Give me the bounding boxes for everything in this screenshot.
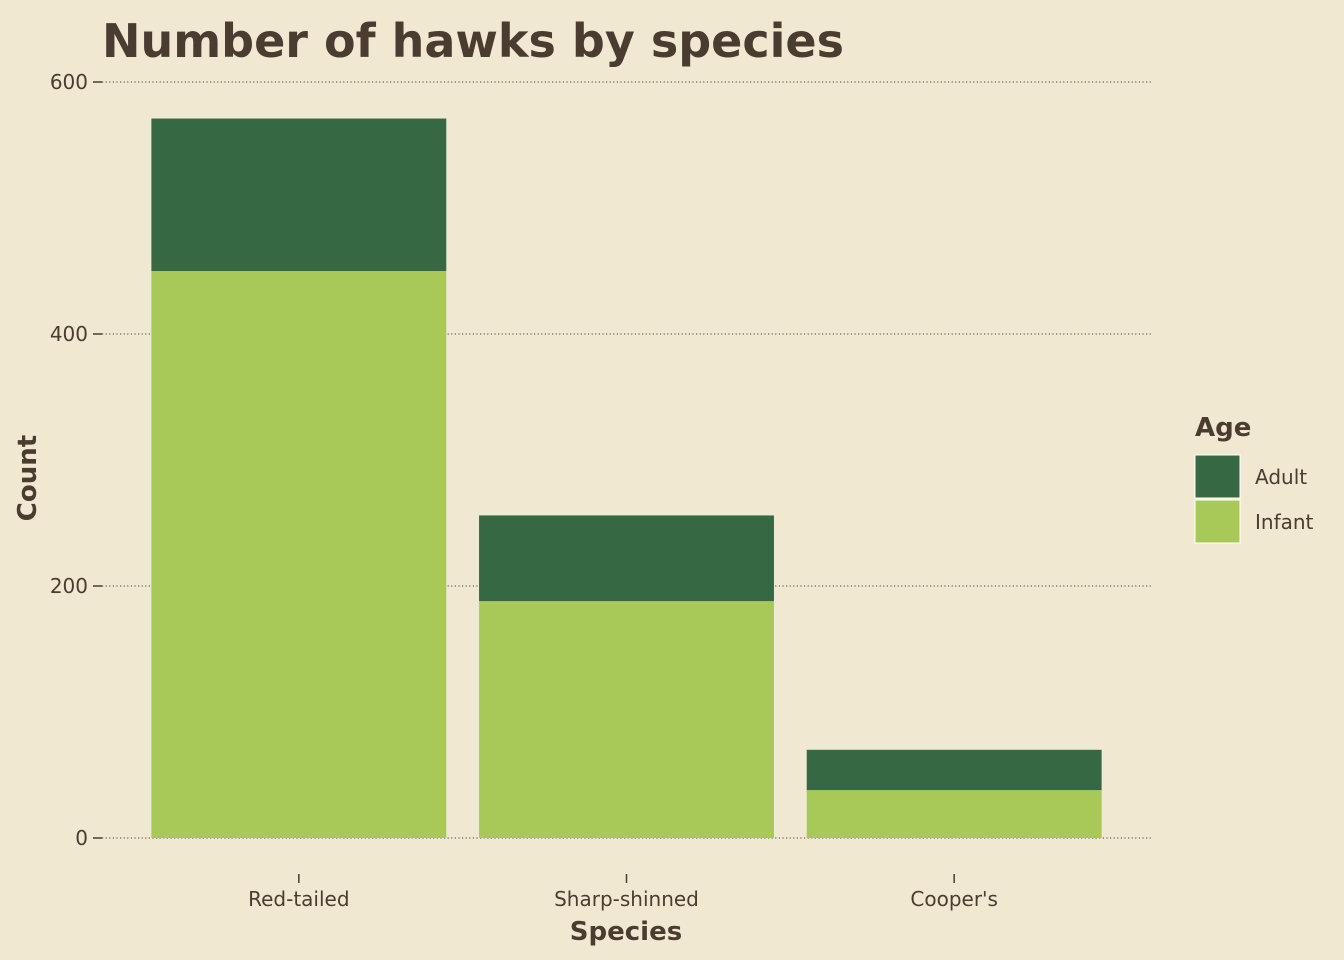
chart-title: Number of hawks by species	[102, 14, 844, 68]
legend-label-adult: Adult	[1255, 465, 1307, 489]
y-tick-label: 600	[50, 70, 88, 94]
y-axis: 0 200 400 600	[50, 70, 102, 850]
x-axis: Red-tailed Sharp-shinned Cooper's	[248, 874, 998, 911]
bar-infant-2	[806, 790, 1102, 838]
bar-infant-1	[479, 601, 774, 838]
x-tick-label: Red-tailed	[248, 887, 349, 911]
x-tick-label: Cooper's	[910, 887, 998, 911]
legend-title: Age	[1195, 413, 1251, 443]
bar-adult-0	[151, 118, 447, 271]
legend: Age Adult Infant	[1194, 413, 1314, 544]
y-tick-label: 200	[50, 574, 88, 598]
bar-infant-0	[151, 271, 447, 838]
y-tick-label: 400	[50, 322, 88, 346]
x-tick-label: Sharp-shinned	[554, 887, 699, 911]
legend-key-adult	[1194, 454, 1241, 499]
x-axis-title: Species	[570, 917, 682, 947]
bars	[151, 118, 1102, 838]
legend-label-infant: Infant	[1255, 510, 1314, 534]
y-axis-title: Count	[13, 435, 43, 521]
legend-key-infant	[1194, 499, 1241, 544]
bar-adult-2	[806, 749, 1102, 791]
bar-adult-1	[479, 515, 774, 602]
y-tick-label: 0	[75, 826, 88, 850]
